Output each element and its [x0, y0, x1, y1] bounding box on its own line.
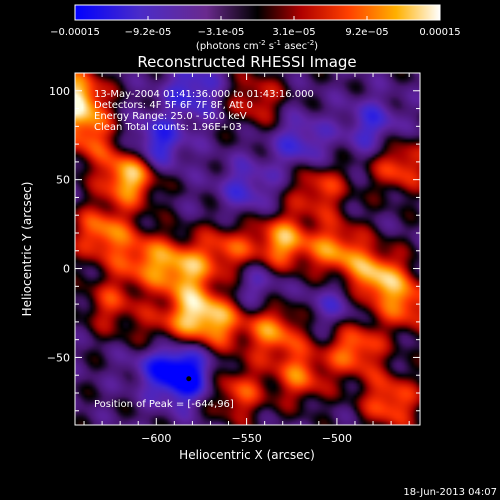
colorbar-ticks	[74, 16, 441, 20]
x-tick-label: −550	[231, 432, 261, 445]
colorbar-tick-label: −9.2e-05	[125, 27, 172, 38]
heatmap-image	[75, 73, 420, 425]
annotation-time: 13-May-2004 01:41:36.000 to 01:43:16.000	[94, 89, 314, 100]
chart-title: Reconstructed RHESSI Image	[137, 53, 356, 71]
colorbar-tick-label: −3.1e-05	[198, 27, 245, 38]
y-tick-label: −50	[47, 351, 70, 364]
colorbar-tick-label: 3.1e−05	[272, 27, 315, 38]
colorbar-tick-label: 0.00015	[419, 27, 460, 38]
x-tick-label: −600	[141, 432, 171, 445]
annotation-clean: Clean Total counts: 1.96E+03	[94, 122, 242, 133]
annotation-peak: Position of Peak = [-644,96]	[94, 399, 234, 410]
y-tick-label: 0	[63, 263, 70, 276]
colorbar	[74, 4, 441, 21]
annotation-energy: Energy Range: 25.0 - 50.0 keV	[94, 111, 247, 122]
minimum-dot	[186, 376, 192, 382]
plot-frame	[74, 72, 421, 426]
footer-date: 18-Jun-2013 04:07	[403, 487, 497, 498]
y-tick-label: 50	[56, 174, 70, 187]
y-axis-ticks: −50 0 50 100	[47, 72, 420, 412]
x-tick-label: −500	[322, 432, 352, 445]
y-tick-label: 100	[49, 85, 70, 98]
x-axis-ticks: −600 −550 −500	[83, 73, 410, 445]
colorbar-tick-label: −0.00015	[50, 27, 100, 38]
x-axis-label: Heliocentric X (arcsec)	[179, 448, 315, 462]
y-axis-label: Heliocentric Y (arcsec)	[20, 182, 34, 317]
colorbar-tick-label: 9.2e−05	[345, 27, 388, 38]
peak-marker	[186, 376, 192, 382]
colorbar-unit-label: (photons cm-2 s-1 asec-2)	[196, 39, 318, 52]
colorbar-tick-labels: −0.00015 −9.2e-05 −3.1e-05 3.1e−05 9.2e−05 0.…	[50, 27, 461, 38]
annotation-detectors: Detectors: 4F 5F 6F 7F 8F, Att 0	[94, 100, 253, 111]
